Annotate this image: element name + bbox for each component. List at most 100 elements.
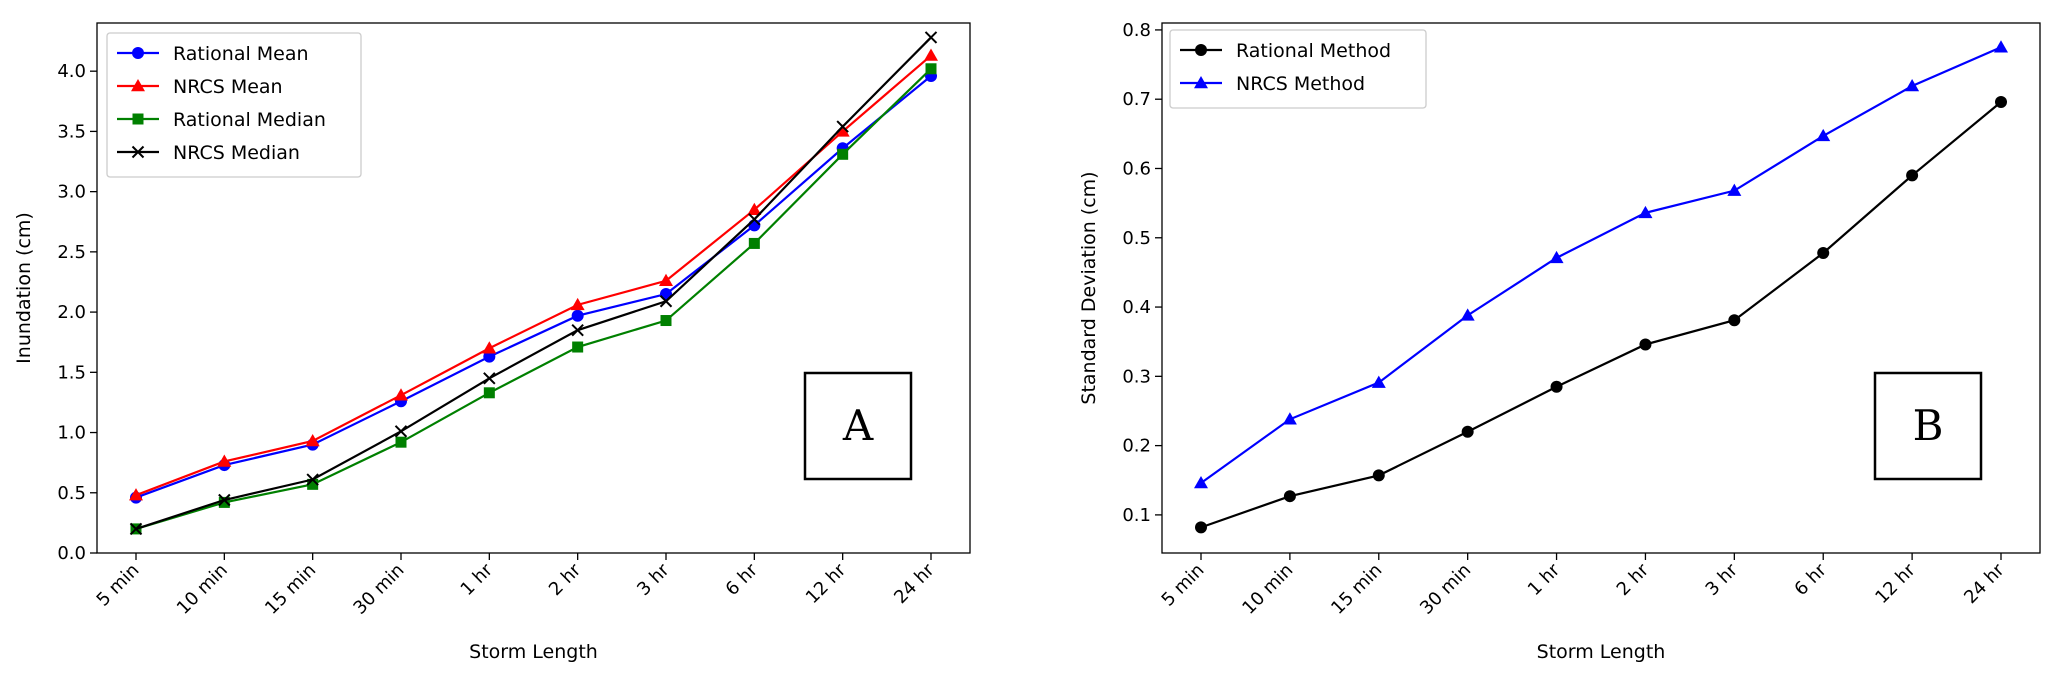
x-tick-label: 1 hr bbox=[457, 559, 498, 600]
legend-label: Rational Median bbox=[173, 109, 326, 131]
x-tick-label: 10 min bbox=[1238, 560, 1297, 619]
legend-marker bbox=[1194, 76, 1208, 89]
panel-label-box bbox=[1873, 371, 1983, 481]
series-line bbox=[135, 75, 932, 499]
legend-label: NRCS Median bbox=[173, 142, 300, 164]
data-point bbox=[659, 295, 673, 308]
x-tick-label: 6 hr bbox=[1790, 559, 1831, 600]
series-line bbox=[1200, 101, 2002, 529]
y-tick-label: 3.5 bbox=[57, 121, 86, 142]
x-axis-label: Storm Length bbox=[469, 641, 598, 663]
series-line bbox=[135, 54, 932, 497]
data-point bbox=[1994, 40, 2008, 53]
data-point bbox=[394, 388, 408, 401]
data-point bbox=[1371, 375, 1386, 388]
data-point bbox=[571, 323, 584, 337]
y-tick-label: 0.5 bbox=[57, 483, 86, 504]
panel-label: A bbox=[842, 401, 874, 450]
legend-box bbox=[106, 32, 362, 178]
x-tick-label: 6 hr bbox=[722, 559, 763, 600]
x-tick-label: 5 min bbox=[1158, 560, 1209, 611]
data-point bbox=[395, 436, 407, 448]
data-point bbox=[1817, 247, 1830, 260]
x-tick-label: 12 hr bbox=[1871, 559, 1920, 608]
data-point bbox=[659, 273, 673, 287]
y-tick-label: 2.5 bbox=[57, 242, 86, 263]
data-point bbox=[924, 31, 938, 44]
legend-marker bbox=[132, 113, 144, 125]
data-point bbox=[483, 372, 496, 385]
plot-frame bbox=[1161, 22, 2041, 554]
y-tick-label: 0.3 bbox=[1122, 366, 1151, 387]
x-tick-label: 15 min bbox=[1327, 560, 1386, 619]
y-tick-label: 2.0 bbox=[57, 302, 86, 323]
x-tick-label: 2 hr bbox=[1613, 559, 1654, 600]
data-point bbox=[1195, 521, 1207, 534]
data-point bbox=[1639, 338, 1652, 351]
data-point bbox=[748, 219, 761, 232]
data-point bbox=[483, 387, 495, 399]
y-tick-label: 4.0 bbox=[57, 61, 86, 82]
data-point bbox=[305, 433, 320, 447]
data-point bbox=[1460, 308, 1475, 321]
data-point bbox=[748, 213, 761, 226]
legend-marker bbox=[1195, 44, 1207, 56]
legend-label: Rational Method bbox=[1236, 40, 1391, 62]
data-point bbox=[1638, 205, 1653, 219]
legend-marker bbox=[132, 47, 144, 59]
data-point bbox=[1283, 490, 1296, 503]
data-point bbox=[1905, 79, 1920, 92]
data-point bbox=[660, 315, 672, 327]
data-point bbox=[1550, 380, 1563, 393]
series-line bbox=[135, 36, 932, 530]
data-point bbox=[1372, 469, 1385, 482]
x-tick-label: 3 hr bbox=[1702, 559, 1743, 600]
x-tick-label: 30 min bbox=[349, 560, 408, 619]
data-point bbox=[570, 297, 585, 311]
x-tick-label: 15 min bbox=[261, 560, 320, 619]
x-tick-label: 3 hr bbox=[633, 559, 674, 600]
x-tick-label: 2 hr bbox=[545, 559, 586, 600]
y-tick-label: 0.0 bbox=[57, 543, 86, 564]
data-point bbox=[835, 124, 850, 137]
y-tick-label: 0.4 bbox=[1122, 297, 1151, 318]
y-tick-label: 3.0 bbox=[57, 182, 86, 203]
data-point bbox=[925, 63, 937, 75]
y-axis-label: Inundation (cm) bbox=[13, 212, 35, 364]
data-point bbox=[1194, 476, 1208, 489]
data-point bbox=[924, 48, 938, 61]
x-tick-label: 1 hr bbox=[1524, 559, 1565, 600]
data-point bbox=[1728, 314, 1741, 327]
chart-b: 0.1 0.2 0.3 0.4 0.5 0.6 0.7 0.8 5 min 10 min 15 mi… bbox=[1078, 20, 2041, 663]
plot-frame bbox=[96, 22, 971, 554]
data-point bbox=[306, 473, 319, 486]
panel-label-box bbox=[803, 371, 913, 481]
data-point bbox=[129, 488, 143, 501]
data-point bbox=[1549, 250, 1564, 264]
data-point bbox=[837, 148, 849, 160]
x-tick-label: 24 hr bbox=[890, 559, 939, 608]
data-point bbox=[218, 493, 231, 507]
data-point bbox=[482, 341, 497, 354]
data-point bbox=[1727, 183, 1742, 196]
legend-marker bbox=[131, 79, 145, 92]
data-point bbox=[1906, 169, 1919, 182]
y-axis-label: Standard Deviation (cm) bbox=[1078, 171, 1100, 404]
y-tick-label: 0.7 bbox=[1122, 89, 1151, 110]
y-tick-label: 0.6 bbox=[1122, 158, 1151, 179]
x-tick-label: 5 min bbox=[93, 560, 144, 611]
data-point bbox=[217, 454, 232, 467]
data-point bbox=[748, 237, 760, 249]
legend-box bbox=[1169, 29, 1427, 109]
series-line bbox=[1200, 46, 2002, 484]
data-point bbox=[1816, 128, 1831, 142]
y-tick-label: 1.5 bbox=[57, 362, 86, 383]
x-axis-label: Storm Length bbox=[1537, 641, 1666, 663]
panel-label: B bbox=[1913, 401, 1944, 450]
data-point bbox=[218, 496, 230, 508]
x-tick-label: 12 hr bbox=[802, 559, 851, 608]
y-tick-label: 0.2 bbox=[1122, 436, 1151, 457]
x-tick-label: 10 min bbox=[173, 560, 232, 619]
data-point bbox=[129, 522, 143, 536]
